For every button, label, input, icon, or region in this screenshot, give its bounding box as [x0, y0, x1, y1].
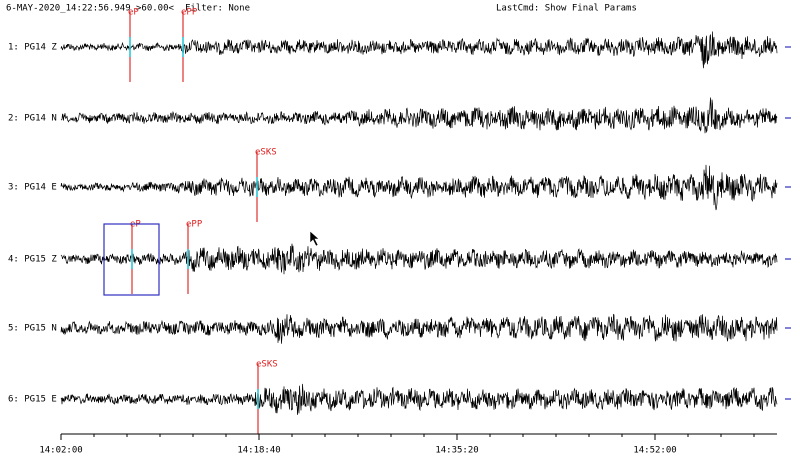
waveform [60, 31, 778, 69]
tick-label: 14:18:40 [237, 446, 280, 456]
trace-label: 6: PG15 E [8, 395, 57, 405]
waveform [60, 164, 778, 211]
waveform [60, 97, 778, 134]
waveform [60, 383, 778, 415]
trace-label: 4: PG15 Z [8, 255, 57, 265]
pick-label: eSKS [256, 360, 278, 370]
trace-label: 1: PG14 Z [8, 43, 57, 53]
tick-label: 14:35:20 [435, 446, 478, 456]
tick-label: 14:52:00 [633, 446, 676, 456]
pick-label: ePP [181, 8, 198, 18]
waveform [60, 243, 778, 275]
selection-box[interactable] [103, 223, 160, 296]
filter: Filter: None [185, 4, 250, 14]
mouse-cursor [309, 230, 320, 247]
pick-label: eSKS [255, 148, 277, 158]
window-length: >60.00< [136, 4, 175, 14]
tick-label: 14:02:00 [39, 446, 82, 456]
pick-label: ePP [186, 220, 203, 230]
timestamp: 6-MAY-2020_14:22:56.949 [6, 4, 131, 14]
waveform [60, 313, 778, 344]
trace-label: 3: PG14 E [8, 183, 57, 193]
trace-label: 5: PG15 N [8, 324, 57, 334]
time-axis: 14:02:00 14:18:40 14:35:20 14:52:00 [39, 434, 755, 456]
trace-label: 2: PG14 N [8, 114, 57, 124]
last-command: LastCmd: Show Final Params [496, 4, 637, 14]
pick-label: eP [128, 8, 139, 18]
